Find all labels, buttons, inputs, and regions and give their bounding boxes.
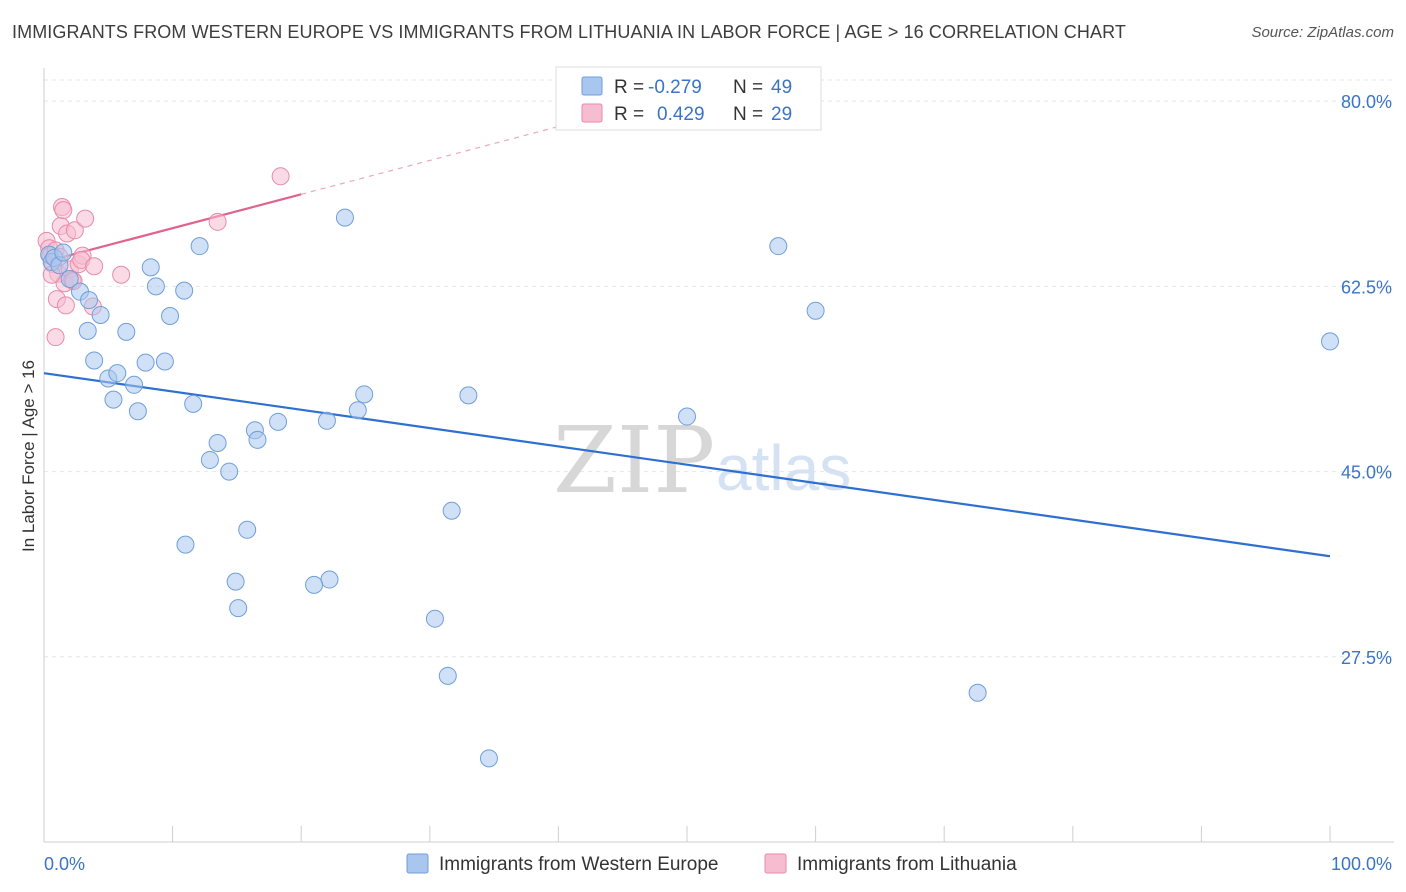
point-western-europe-35 [317, 411, 336, 430]
point-western-europe-22 [175, 281, 194, 300]
x-tick-label-1: 100.0% [1331, 854, 1392, 874]
point-western-europe-43 [425, 609, 444, 628]
point-western-europe-36 [348, 401, 367, 420]
point-western-europe-11 [85, 351, 104, 370]
legend-swatch-bottom-lithuania [764, 853, 787, 874]
point-western-europe-40 [305, 575, 324, 594]
source-credit: Source: ZipAtlas.com [1251, 24, 1394, 41]
legend-n-label-1: N = [733, 77, 763, 98]
y-tick-label-3: 80.0% [1341, 92, 1392, 112]
y-tick-label-2: 62.5% [1341, 277, 1392, 297]
legend-n-label-2: N = [733, 104, 763, 125]
x-tick-labels: 0.0% 100.0% [44, 854, 1392, 874]
legend-swatch-lithuania [581, 103, 603, 123]
point-lithuania-25 [208, 212, 227, 231]
legend-label-lithuania: Immigrants from Lithuania [797, 854, 1017, 875]
x-tick-label-0: 0.0% [44, 854, 85, 874]
point-western-europe-4 [54, 243, 73, 262]
point-lithuania-26 [271, 167, 290, 186]
legend-n-value-2: 29 [771, 104, 792, 125]
watermark: ZIP atlas [553, 407, 851, 514]
point-western-europe-24 [184, 394, 203, 413]
point-western-europe-8 [91, 305, 110, 324]
point-lithuania-24 [112, 265, 131, 284]
point-western-europe-9 [78, 321, 97, 340]
legend-n-value-1: 49 [771, 77, 792, 98]
series-legend: Immigrants from Western Europe Immigrant… [406, 853, 1017, 875]
point-lithuania-17 [76, 209, 95, 228]
point-western-europe-18 [155, 352, 174, 371]
legend-r-label-1: R = [614, 77, 644, 98]
legend-r-label-2: R = [614, 104, 644, 125]
point-western-europe-44 [438, 666, 457, 685]
point-lithuania-8 [54, 201, 73, 220]
point-western-europe-14 [125, 375, 144, 394]
watermark-atlas: atlas [716, 432, 851, 504]
point-western-europe-41 [459, 386, 478, 405]
point-western-europe-20 [146, 277, 165, 296]
point-lithuania-19 [56, 296, 75, 315]
point-western-europe-30 [269, 412, 288, 431]
point-western-europe-7 [80, 291, 99, 310]
point-western-europe-13 [108, 364, 127, 383]
point-western-europe-17 [136, 353, 155, 372]
point-western-europe-16 [128, 402, 147, 421]
legend-label-western-europe: Immigrants from Western Europe [439, 854, 718, 875]
correlation-legend: R = -0.279 N = 49 R = 0.429 N = 29 [555, 66, 822, 131]
point-western-europe-42 [442, 501, 461, 520]
point-western-europe-50 [1321, 332, 1339, 351]
y-tick-labels: 27.5% 45.0% 62.5% 80.0% [1341, 92, 1392, 668]
legend-r-value-1: -0.279 [648, 77, 702, 98]
point-western-europe-26 [200, 450, 219, 469]
point-western-europe-10 [117, 322, 136, 341]
point-western-europe-34 [229, 599, 248, 618]
point-western-europe-39 [320, 570, 339, 589]
point-western-europe-46 [678, 407, 696, 426]
point-western-europe-48 [806, 301, 825, 320]
legend-swatch-bottom-western-europe [406, 853, 429, 874]
y-tick-label-0: 27.5% [1341, 648, 1392, 668]
point-western-europe-21 [161, 307, 180, 326]
point-western-europe-25 [208, 434, 227, 453]
point-western-europe-45 [479, 749, 498, 768]
gridlines [44, 79, 1394, 658]
point-western-europe-38 [335, 208, 354, 227]
point-lithuania-13 [65, 221, 84, 240]
axes [43, 68, 1394, 843]
data-points [37, 167, 1339, 768]
point-western-europe-29 [248, 430, 267, 449]
y-tick-label-1: 45.0% [1341, 463, 1392, 483]
point-western-europe-23 [190, 237, 209, 256]
point-western-europe-47 [769, 237, 788, 256]
point-western-europe-5 [60, 269, 79, 288]
point-lithuania-20 [46, 328, 65, 347]
point-western-europe-49 [968, 683, 987, 702]
chart-title: IMMIGRANTS FROM WESTERN EUROPE VS IMMIGR… [12, 22, 1126, 42]
point-western-europe-37 [355, 385, 374, 404]
trend-line-western-europe [43, 372, 1331, 558]
legend-swatch-western-europe [581, 76, 603, 96]
point-western-europe-27 [220, 462, 239, 481]
point-western-europe-32 [238, 520, 257, 539]
legend-r-value-2: 0.429 [657, 104, 705, 125]
point-western-europe-33 [226, 572, 245, 591]
point-lithuania-23 [85, 257, 104, 276]
point-western-europe-31 [176, 535, 195, 554]
point-western-europe-19 [141, 258, 160, 277]
point-western-europe-15 [104, 390, 123, 409]
y-axis-label: In Labor Force | Age > 16 [19, 360, 38, 552]
